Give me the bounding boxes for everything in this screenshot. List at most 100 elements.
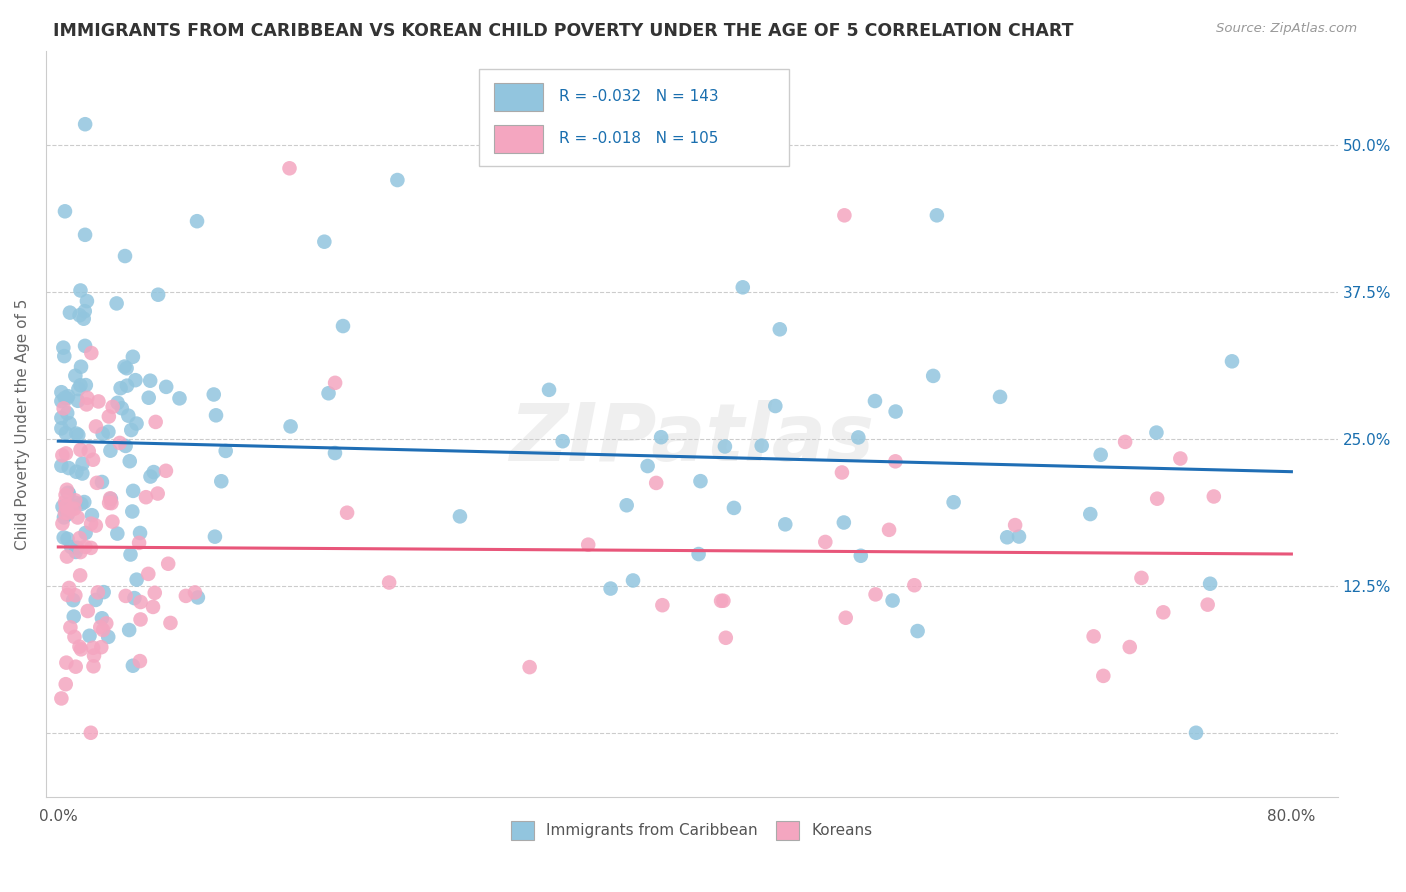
Point bbox=[117, 409, 139, 423]
Point bbox=[714, 440, 737, 454]
Point bbox=[53, 391, 76, 405]
Point bbox=[621, 574, 644, 588]
Point bbox=[1168, 451, 1191, 466]
Point bbox=[519, 660, 541, 674]
Point bbox=[65, 496, 87, 510]
Point bbox=[105, 526, 128, 541]
Point bbox=[814, 535, 837, 549]
Point bbox=[52, 341, 75, 355]
Point bbox=[108, 436, 131, 450]
Point bbox=[77, 444, 100, 458]
Point bbox=[69, 531, 91, 545]
Point bbox=[58, 581, 80, 595]
Text: R = -0.032   N = 143: R = -0.032 N = 143 bbox=[558, 89, 718, 104]
Point bbox=[59, 417, 82, 431]
Point bbox=[53, 349, 76, 363]
Point bbox=[51, 448, 73, 462]
Point bbox=[832, 516, 855, 530]
Point bbox=[323, 446, 346, 460]
Point bbox=[114, 249, 136, 263]
Point bbox=[387, 173, 409, 187]
Point bbox=[97, 425, 120, 439]
Point bbox=[769, 322, 792, 336]
Point bbox=[336, 506, 359, 520]
Point bbox=[710, 594, 733, 608]
Point bbox=[616, 498, 638, 512]
Point bbox=[60, 502, 83, 516]
Point bbox=[129, 612, 152, 626]
Point bbox=[55, 656, 77, 670]
Point bbox=[834, 208, 856, 222]
Point bbox=[69, 378, 91, 392]
Point bbox=[139, 374, 162, 388]
Point bbox=[69, 308, 91, 322]
Point bbox=[65, 659, 87, 673]
Point bbox=[835, 611, 858, 625]
Point bbox=[84, 593, 107, 607]
Point bbox=[159, 615, 181, 630]
Point bbox=[215, 444, 238, 458]
Point bbox=[101, 400, 124, 414]
Point bbox=[145, 415, 167, 429]
Point bbox=[76, 391, 98, 405]
Point bbox=[90, 475, 112, 489]
Y-axis label: Child Poverty Under the Age of 5: Child Poverty Under the Age of 5 bbox=[15, 299, 30, 549]
Point bbox=[204, 530, 226, 544]
Point bbox=[723, 500, 745, 515]
Point bbox=[69, 545, 91, 559]
Point bbox=[69, 442, 91, 457]
Point bbox=[136, 566, 159, 581]
Point bbox=[91, 426, 114, 441]
Point bbox=[846, 430, 869, 444]
Point bbox=[115, 361, 138, 376]
Point bbox=[124, 373, 146, 387]
Point bbox=[882, 593, 904, 607]
Point bbox=[101, 515, 124, 529]
Point bbox=[63, 630, 86, 644]
Point bbox=[75, 227, 97, 242]
Point bbox=[332, 319, 354, 334]
Point bbox=[651, 598, 673, 612]
Point bbox=[942, 495, 965, 509]
Point bbox=[83, 648, 105, 663]
Point bbox=[56, 392, 79, 406]
Point bbox=[129, 526, 152, 541]
Point bbox=[52, 531, 75, 545]
Point bbox=[60, 540, 83, 554]
FancyBboxPatch shape bbox=[494, 125, 543, 153]
Point bbox=[70, 497, 93, 511]
Point bbox=[65, 588, 87, 602]
Point bbox=[89, 620, 111, 634]
Point bbox=[202, 387, 225, 401]
Point bbox=[91, 623, 114, 637]
Point bbox=[52, 510, 75, 524]
Point bbox=[118, 454, 141, 468]
Point bbox=[51, 516, 73, 531]
Point bbox=[146, 486, 169, 500]
Point bbox=[100, 491, 122, 506]
Point bbox=[1146, 491, 1168, 506]
Point bbox=[75, 540, 97, 554]
Point bbox=[82, 640, 104, 655]
Point bbox=[1078, 507, 1101, 521]
Point bbox=[713, 593, 735, 607]
Point bbox=[114, 359, 136, 374]
Point bbox=[66, 393, 89, 408]
Point bbox=[51, 691, 73, 706]
Point bbox=[76, 294, 98, 309]
Point bbox=[111, 401, 134, 416]
Point bbox=[135, 490, 157, 504]
Point bbox=[280, 419, 302, 434]
Point bbox=[142, 465, 165, 479]
Point bbox=[65, 465, 87, 479]
Point bbox=[69, 284, 91, 298]
Point bbox=[714, 631, 737, 645]
Point bbox=[1092, 669, 1115, 683]
Point bbox=[318, 386, 340, 401]
Point bbox=[62, 593, 84, 607]
Point bbox=[128, 536, 150, 550]
Point bbox=[98, 496, 121, 510]
Point bbox=[73, 495, 96, 509]
Point bbox=[56, 532, 79, 546]
Point bbox=[63, 501, 86, 516]
